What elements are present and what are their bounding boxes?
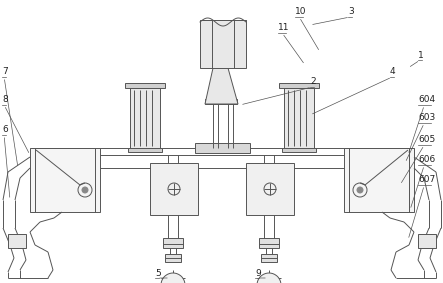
Text: 2: 2 (310, 78, 315, 87)
Bar (165, 254, 181, 262)
Text: 604: 604 (418, 95, 435, 104)
Bar (125, 83, 165, 88)
Bar (205, 99, 237, 104)
Text: 9: 9 (255, 269, 261, 278)
Circle shape (82, 187, 88, 193)
Bar (195, 143, 250, 153)
Circle shape (357, 187, 363, 193)
Text: 11: 11 (278, 23, 289, 33)
Text: 7: 7 (2, 68, 8, 76)
Bar (150, 163, 198, 215)
Bar (279, 83, 319, 88)
Bar (163, 238, 183, 248)
Text: 4: 4 (390, 68, 396, 76)
Bar (128, 148, 162, 152)
Text: 6: 6 (2, 125, 8, 134)
Text: 606: 606 (418, 155, 435, 164)
Bar (130, 88, 160, 148)
Bar (30, 148, 100, 212)
Bar (246, 163, 294, 215)
Text: 10: 10 (295, 8, 307, 16)
Text: 3: 3 (348, 8, 354, 16)
Bar (261, 254, 277, 262)
Bar (259, 238, 279, 248)
Text: 8: 8 (2, 95, 8, 104)
Circle shape (257, 273, 281, 283)
Bar (282, 148, 316, 152)
Bar (200, 20, 246, 68)
Text: 603: 603 (418, 113, 435, 123)
Bar (418, 234, 436, 248)
Text: 607: 607 (418, 175, 435, 185)
Bar (8, 234, 26, 248)
Bar (284, 88, 314, 148)
Text: 605: 605 (418, 136, 435, 145)
Polygon shape (205, 68, 238, 104)
Text: 5: 5 (155, 269, 161, 278)
Text: 1: 1 (418, 50, 424, 59)
Bar (344, 148, 414, 212)
Circle shape (161, 273, 185, 283)
